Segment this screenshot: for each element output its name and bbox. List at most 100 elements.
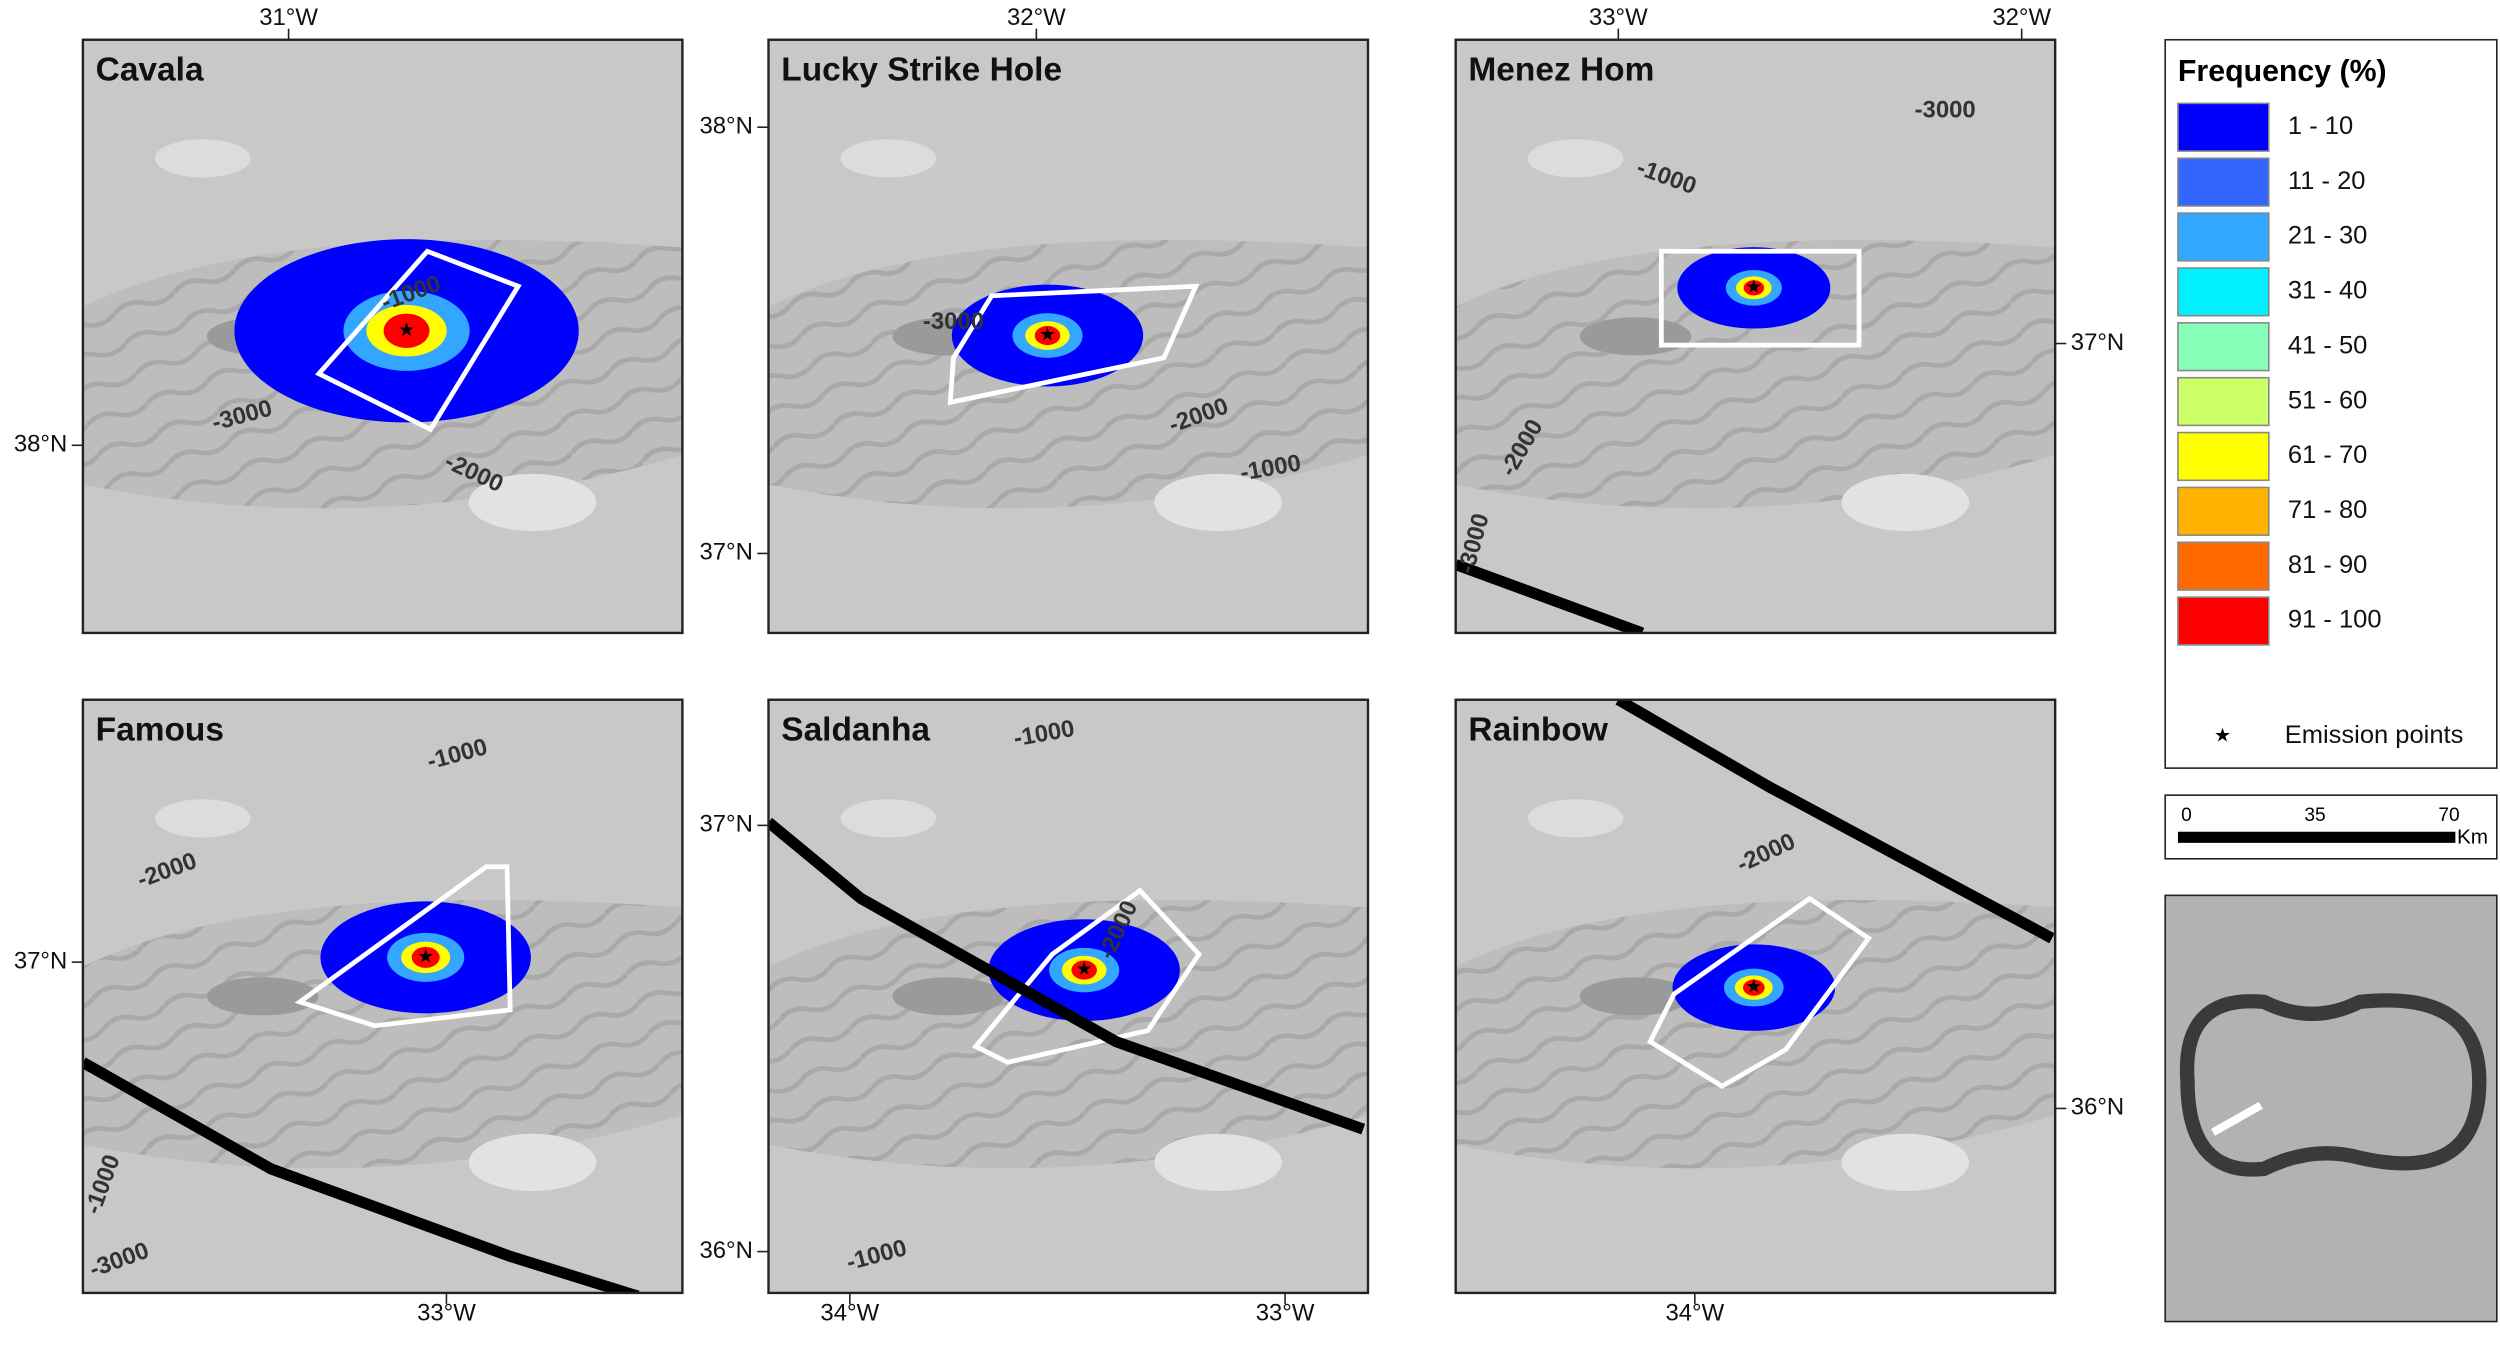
panel-title: Saldanha bbox=[781, 711, 930, 748]
legend-label: 11 - 20 bbox=[2288, 167, 2366, 195]
legend-label: 41 - 50 bbox=[2288, 331, 2367, 359]
tick-label: 31°W bbox=[259, 4, 318, 31]
site-boundary bbox=[1647, 895, 1873, 1089]
legend-label: 71 - 80 bbox=[2288, 496, 2367, 524]
emission-point: ★ bbox=[1039, 325, 1056, 346]
light-area bbox=[840, 139, 937, 178]
legend-label: Emission points bbox=[2285, 721, 2464, 749]
tick-label: 34°W bbox=[1665, 1299, 1724, 1326]
light-area bbox=[1154, 1133, 1282, 1192]
panel-title: Famous bbox=[96, 711, 224, 748]
map-panel: ★-1000-2000-1000 bbox=[768, 699, 1368, 1293]
legend-star: ★ bbox=[2214, 725, 2231, 746]
tick-label: 33°W bbox=[1589, 4, 1648, 31]
deep-relief bbox=[1455, 899, 2056, 1169]
deep-relief bbox=[82, 899, 683, 1169]
light-area bbox=[468, 473, 597, 532]
panel-frame bbox=[1454, 698, 2057, 1295]
contour-label: -3000 bbox=[923, 308, 984, 335]
emission-point: ★ bbox=[1745, 277, 1762, 298]
tick-label: 38°N bbox=[699, 113, 752, 140]
boundary-line bbox=[768, 817, 1366, 1135]
tick-label: 38°N bbox=[14, 431, 67, 458]
scale-label: 0 bbox=[2181, 805, 2192, 826]
panel-frame bbox=[767, 698, 1370, 1295]
frequency-area bbox=[411, 946, 440, 968]
scale-box bbox=[2164, 794, 2498, 860]
tick-label: 37°N bbox=[699, 811, 752, 838]
legend-swatch bbox=[2177, 431, 2270, 482]
boundary-line bbox=[1615, 699, 2055, 944]
boundary-line bbox=[1455, 559, 1645, 633]
legend-label: 51 - 60 bbox=[2288, 386, 2367, 414]
inset-map bbox=[2164, 894, 2498, 1323]
map-panel: ★-1000-3000-2000 bbox=[82, 39, 683, 633]
light-area bbox=[1527, 799, 1624, 838]
panel-frame bbox=[1454, 38, 2057, 635]
panel-title: Lucky Strike Hole bbox=[781, 51, 1062, 88]
light-area bbox=[1841, 473, 1970, 532]
site-boundary bbox=[947, 283, 1200, 406]
site-boundary bbox=[294, 864, 513, 1029]
map-panel: ★-1000-2000-1000-3000 bbox=[82, 699, 683, 1293]
light-area bbox=[154, 799, 251, 838]
legend-label: 31 - 40 bbox=[2288, 277, 2367, 305]
light-area bbox=[1527, 139, 1624, 178]
legend-swatch bbox=[2177, 322, 2270, 372]
emission-point: ★ bbox=[1745, 977, 1762, 998]
tick-label: 36°N bbox=[699, 1237, 752, 1264]
tick-label: 34°W bbox=[820, 1299, 879, 1326]
scale-unit: Km bbox=[2457, 826, 2488, 849]
deep-relief bbox=[1455, 239, 2056, 509]
deep-area bbox=[892, 977, 1005, 1016]
light-area bbox=[468, 1133, 597, 1192]
legend-swatch bbox=[2177, 212, 2270, 262]
deep-area bbox=[206, 977, 319, 1016]
legend-label: 61 - 70 bbox=[2288, 441, 2367, 469]
legend-swatch bbox=[2177, 267, 2270, 317]
frequency-area bbox=[383, 313, 430, 348]
frequency-area bbox=[1743, 280, 1765, 296]
frequency-area bbox=[1071, 960, 1097, 980]
frequency-area bbox=[1742, 979, 1765, 996]
legend-swatch bbox=[2177, 541, 2270, 591]
tick-label: 37°N bbox=[2071, 329, 2124, 356]
scale-label: 70 bbox=[2438, 805, 2459, 826]
site-boundary bbox=[1658, 248, 1862, 348]
map-panel: ★-3000-1000-2000-3000 bbox=[1455, 39, 2056, 633]
legend-swatch bbox=[2177, 486, 2270, 536]
scale-bar bbox=[2177, 831, 2456, 843]
light-area bbox=[1154, 473, 1282, 532]
panel-title: Cavala bbox=[96, 51, 204, 88]
emission-point: ★ bbox=[398, 320, 415, 341]
panel-frame bbox=[767, 38, 1370, 635]
site-boundary bbox=[972, 887, 1203, 1065]
panel-frame bbox=[81, 698, 684, 1295]
map-panel: ★-3000-2000-1000 bbox=[768, 39, 1368, 633]
light-area bbox=[840, 799, 937, 838]
site-boundary bbox=[315, 248, 522, 433]
legend-title: Frequency (%) bbox=[2178, 55, 2387, 88]
legend-swatch bbox=[2177, 102, 2270, 152]
legend-swatch bbox=[2177, 376, 2270, 427]
frequency-area bbox=[1034, 326, 1061, 346]
tick-label: 32°W bbox=[1992, 4, 2051, 31]
tick-label: 37°N bbox=[14, 947, 67, 974]
emission-point: ★ bbox=[417, 946, 434, 967]
light-area bbox=[1841, 1133, 1970, 1192]
tick-label: 32°W bbox=[1007, 4, 1066, 31]
light-area bbox=[154, 139, 251, 178]
panel-title: Menez Hom bbox=[1468, 51, 1654, 88]
contour-label: -3000 bbox=[1915, 97, 1976, 124]
tick-label: 33°W bbox=[1256, 1299, 1315, 1326]
inset-ring bbox=[2179, 993, 2487, 1177]
inset-sites bbox=[2211, 1101, 2263, 1136]
deep-relief bbox=[768, 899, 1368, 1169]
legend-swatch bbox=[2177, 596, 2270, 646]
legend-label: 81 - 90 bbox=[2288, 551, 2367, 579]
panel-title: Rainbow bbox=[1468, 711, 1608, 748]
tick-label: 36°N bbox=[2071, 1094, 2124, 1121]
tick-label: 37°N bbox=[699, 539, 752, 566]
legend-label: 21 - 30 bbox=[2288, 222, 2367, 250]
